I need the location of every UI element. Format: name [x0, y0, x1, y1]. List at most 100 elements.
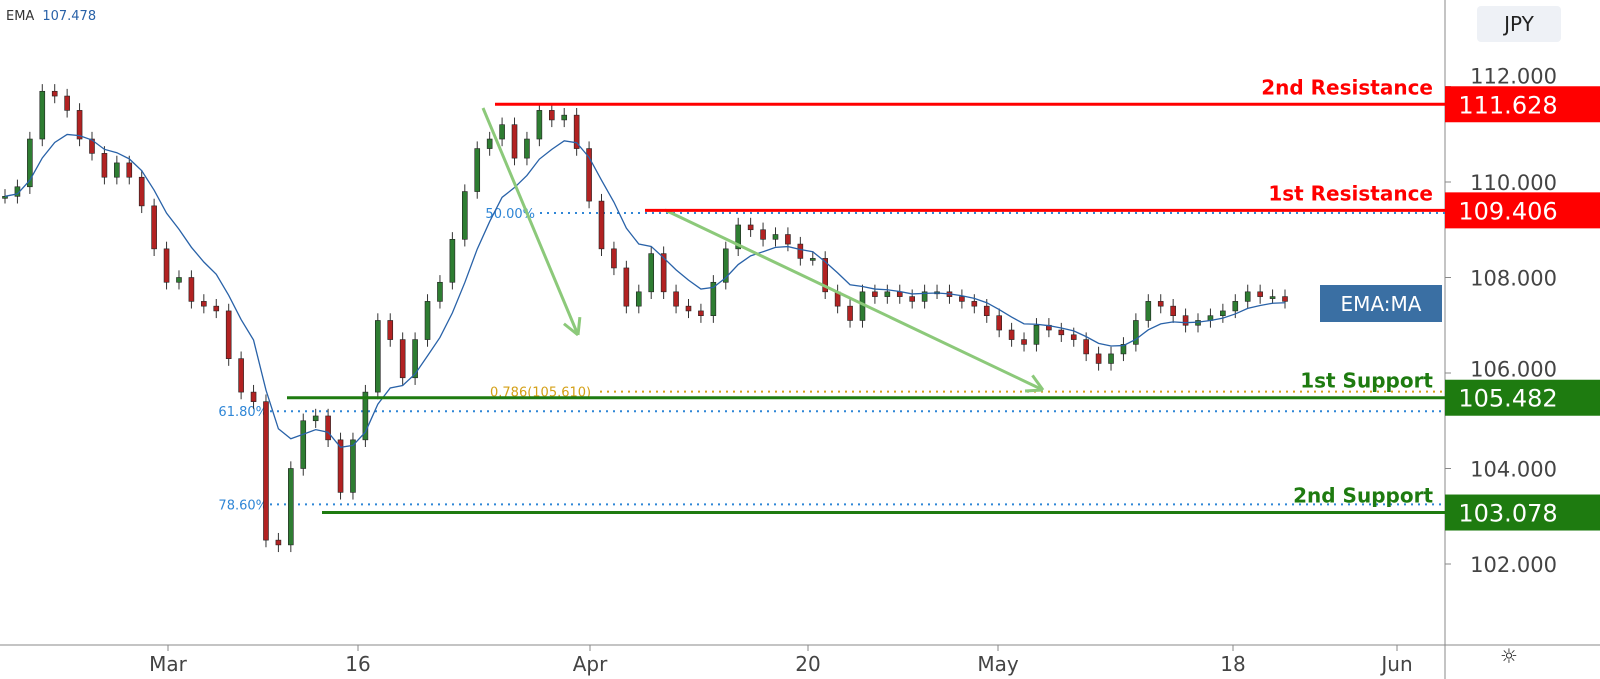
candle [1170, 305, 1176, 316]
candle [163, 248, 170, 283]
candle [598, 200, 605, 250]
ema-legend: EMA 107.478 [6, 9, 96, 24]
candle [971, 301, 978, 307]
x-tick-label: May [977, 652, 1019, 676]
candle [399, 339, 406, 379]
candle [437, 281, 443, 302]
fib-label: 50.00% [485, 207, 535, 222]
candle [201, 301, 207, 307]
candle [1008, 329, 1015, 340]
arrow-head [1031, 374, 1045, 391]
candle [822, 258, 828, 293]
candle [511, 124, 518, 159]
y-tick-label: 102.000 [1470, 553, 1557, 577]
y-tick-label: 110.000 [1470, 171, 1557, 195]
x-tick-label: 18 [1220, 652, 1245, 676]
trend-arrow [664, 208, 1044, 392]
candle [1244, 291, 1251, 302]
candle [698, 310, 704, 316]
candle [847, 305, 853, 321]
candle [337, 439, 344, 493]
candle [151, 205, 157, 250]
candle [474, 148, 481, 192]
price-tag [1445, 192, 1600, 229]
candle [462, 191, 468, 240]
candle [896, 291, 903, 297]
candle [424, 301, 431, 340]
candle [350, 439, 356, 493]
x-tick-label: 16 [345, 652, 370, 676]
candle [238, 358, 244, 393]
candle [921, 291, 928, 302]
fib-label: 78.60% [218, 498, 268, 513]
candle [101, 153, 108, 178]
candle [586, 148, 592, 202]
candle [1033, 324, 1040, 345]
candle [548, 110, 555, 121]
candle [785, 234, 791, 245]
candle [772, 234, 779, 240]
candle [176, 277, 182, 283]
arrow-head [563, 322, 579, 337]
price-tag [1445, 379, 1600, 416]
candle [1232, 301, 1239, 312]
candle [499, 124, 505, 140]
candle [1145, 301, 1152, 321]
candle [39, 90, 46, 140]
price-tag [1445, 86, 1600, 123]
fib-label: 61.80% [218, 405, 268, 420]
candle [809, 258, 816, 261]
trend-arrow [481, 107, 580, 336]
candle [1282, 296, 1288, 302]
candle [1257, 291, 1263, 297]
ema-ma-label: EMA:MA [1341, 292, 1422, 316]
currency-button[interactable]: JPY [1477, 6, 1561, 42]
candle [486, 138, 493, 149]
candle [188, 277, 195, 302]
candle [288, 468, 294, 546]
y-tick-label: 106.000 [1470, 358, 1557, 382]
candle [1108, 353, 1114, 364]
y-tick-label: 104.000 [1470, 458, 1557, 482]
x-tick-label: Apr [573, 652, 608, 676]
candle [623, 267, 630, 307]
candle [1083, 339, 1089, 355]
y-tick-label: 108.000 [1470, 267, 1557, 291]
candle [536, 110, 543, 140]
candle [524, 138, 530, 159]
ema-ma-label-box [1320, 285, 1442, 322]
candle [685, 305, 692, 312]
ema-legend-name: EMA [6, 9, 35, 24]
level-label: 1st Support [1300, 369, 1433, 393]
candle [747, 224, 754, 231]
arrow-head [1024, 388, 1044, 393]
candle [449, 239, 456, 283]
candle [561, 114, 568, 121]
candle [996, 315, 1002, 331]
candle [64, 95, 70, 111]
x-tick-label: 20 [795, 652, 820, 676]
candle [76, 110, 83, 140]
candle [312, 415, 319, 422]
candle [983, 305, 990, 316]
candle [51, 90, 58, 97]
candle [27, 138, 33, 188]
candle [213, 305, 220, 312]
candle [263, 401, 269, 541]
candle [710, 281, 717, 316]
price-tag-label: 111.628 [1458, 91, 1557, 119]
candle [573, 114, 580, 149]
y-tick-label: 112.000 [1470, 64, 1557, 88]
candle [412, 339, 418, 379]
candle [872, 291, 878, 297]
candle [1133, 320, 1139, 345]
candle [387, 320, 394, 340]
x-tick-label: Jun [1379, 652, 1412, 676]
candle [138, 176, 145, 207]
price-tag [1445, 494, 1600, 531]
price-tag-label: 103.078 [1458, 500, 1557, 528]
candle [1220, 310, 1226, 316]
candle [362, 391, 369, 441]
sun-icon[interactable]: ☼ [1500, 644, 1518, 668]
